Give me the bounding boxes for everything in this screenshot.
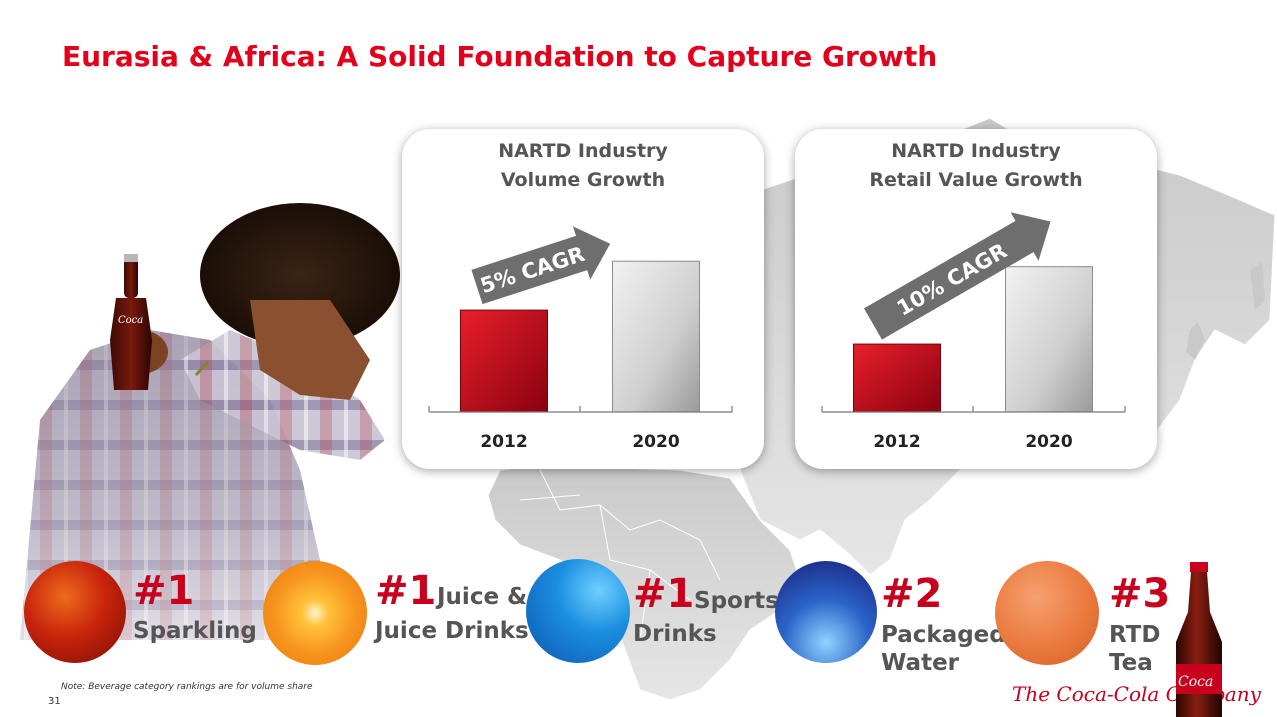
- x-axis: [428, 406, 733, 413]
- tea-icon: [995, 561, 1099, 665]
- page-number: 31: [48, 696, 61, 707]
- water-drops-icon: [775, 561, 877, 663]
- x-tick-label: 2012: [480, 432, 527, 452]
- chart-retail-value: 2012 2020 10% CAGR: [821, 212, 1126, 452]
- bar-2020: [1005, 266, 1093, 413]
- rank-number: #1: [633, 571, 695, 617]
- rank-label-inline: Juice &: [437, 584, 528, 610]
- rank-number: #1: [133, 568, 195, 614]
- chart-title-line-2: Retail Value Growth: [869, 169, 1083, 191]
- chart-card-volume: NARTD Industry Volume Growth 2012 2020 5% …: [402, 129, 764, 469]
- chart-title: NARTD Industry Retail Value Growth: [795, 137, 1157, 195]
- rank-label: Sparkling: [133, 618, 257, 644]
- cagr-arrow: 5% CAGR: [471, 226, 611, 305]
- chart-title: NARTD Industry Volume Growth: [402, 137, 764, 195]
- rank-number: #2: [881, 571, 943, 617]
- orange-slice-icon: [263, 561, 367, 665]
- svg-text:Coca: Coca: [1178, 674, 1213, 690]
- cagr-label: 10% CAGR: [893, 239, 1011, 321]
- rank-number: #1: [375, 568, 437, 614]
- rank-label: Packaged: [881, 622, 1006, 648]
- rank-number: #3: [1109, 571, 1171, 617]
- slide-title: Eurasia & Africa: A Solid Foundation to …: [62, 40, 938, 73]
- rank-label: Tea: [1109, 650, 1153, 676]
- rank-label: Water: [881, 650, 960, 676]
- coca-cola-bottle-icon: Coca: [1176, 562, 1222, 717]
- rank-label: Juice Drinks: [375, 618, 529, 644]
- bar-2012: [460, 309, 548, 413]
- x-tick-label: 2012: [873, 432, 920, 452]
- x-axis: [821, 406, 1126, 413]
- svg-text:Coca: Coca: [118, 315, 143, 326]
- chart-volume: 2012 2020 5% CAGR: [428, 226, 733, 452]
- bar-2020: [612, 260, 700, 413]
- rank-label-inline: Sports: [694, 588, 779, 614]
- chart-title-line-1: NARTD Industry: [891, 140, 1061, 162]
- rank-label: Drinks: [633, 621, 717, 647]
- chart-card-retail-value: NARTD Industry Retail Value Growth 2012 2…: [795, 129, 1157, 469]
- sparkling-drink-icon: [24, 561, 126, 663]
- rank-label: RTD: [1109, 622, 1161, 648]
- bar-2012: [853, 343, 941, 413]
- x-tick-label: 2020: [632, 432, 679, 452]
- footnote: Note: Beverage category rankings are for…: [61, 682, 313, 692]
- chart-title-line-1: NARTD Industry: [498, 140, 668, 162]
- category-rankings: #1 Sparkling #1 Juice & Juice Drinks #1 …: [0, 555, 1277, 685]
- chart-title-line-2: Volume Growth: [500, 169, 666, 191]
- sports-drink-icon: [526, 559, 630, 663]
- x-tick-label: 2020: [1025, 432, 1072, 452]
